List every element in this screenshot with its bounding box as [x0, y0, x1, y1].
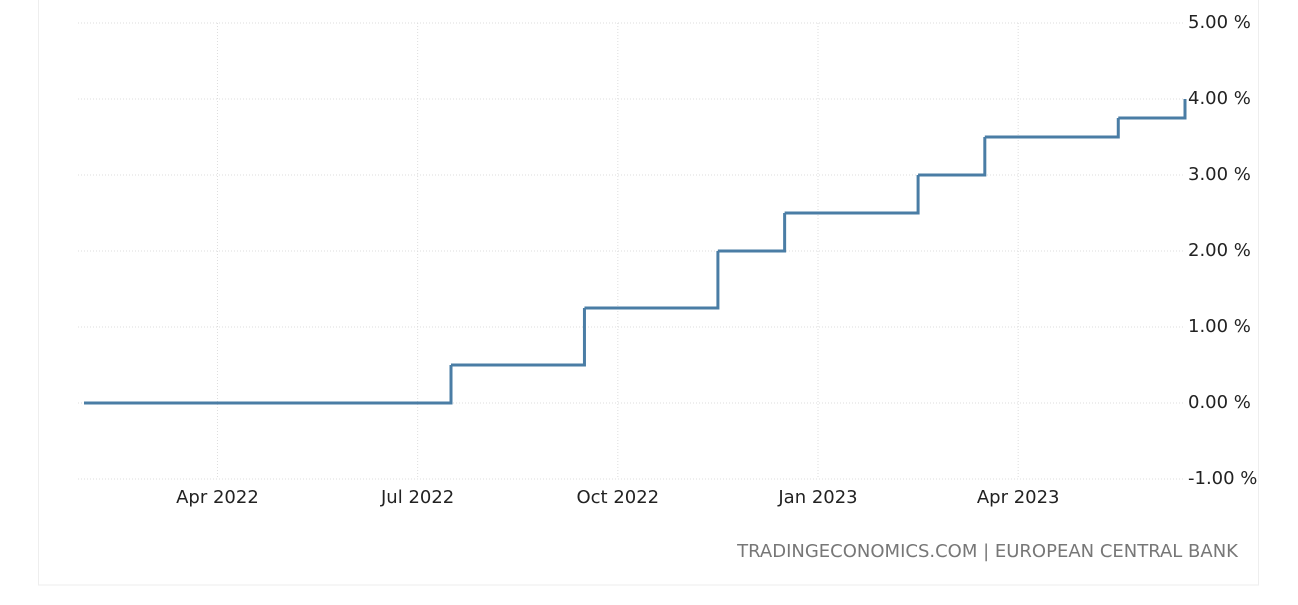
step-segment — [784, 175, 920, 215]
y-tick-label: 5.00 % — [1188, 12, 1251, 33]
step-segment — [584, 251, 720, 310]
x-tick-label: Apr 2023 — [977, 487, 1060, 508]
step-segment — [717, 213, 787, 253]
x-tick-label: Apr 2022 — [176, 487, 259, 508]
step-segment — [918, 137, 987, 177]
y-tick-label: 0.00 % — [1188, 392, 1251, 413]
step-segment — [984, 118, 1120, 139]
source: TRADINGECONOMICS.COM | EUROPEAN CENTRAL … — [736, 541, 1239, 562]
x-tick-label: Jul 2022 — [380, 487, 454, 508]
step-segment — [1118, 99, 1187, 120]
chart-frame — [38, 0, 1259, 586]
y-tick-label: 4.00 % — [1188, 88, 1251, 109]
y-tick-label: 3.00 % — [1188, 164, 1251, 185]
step-segment — [84, 365, 453, 405]
x-tick-label: Oct 2022 — [576, 487, 659, 508]
y-tick-label: -1.00 % — [1188, 468, 1257, 489]
x-tick-label: Jan 2023 — [777, 487, 857, 508]
step-segment — [451, 308, 586, 367]
y-tick-label: 2.00 % — [1188, 240, 1251, 261]
y-tick-label: 1.00 % — [1188, 316, 1251, 337]
